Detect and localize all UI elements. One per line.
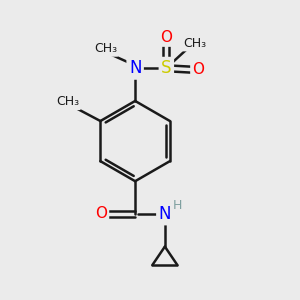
Text: S: S [161,59,172,77]
Text: O: O [160,30,172,45]
Text: CH₃: CH₃ [56,95,79,108]
Text: O: O [192,62,204,77]
Text: H: H [173,199,182,212]
Text: N: N [129,59,141,77]
Text: CH₃: CH₃ [183,37,206,50]
Text: N: N [159,205,171,223]
Text: O: O [95,206,107,221]
Text: CH₃: CH₃ [94,42,117,55]
